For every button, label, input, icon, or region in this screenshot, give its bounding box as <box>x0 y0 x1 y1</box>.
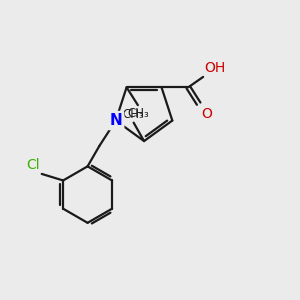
Text: CH₃: CH₃ <box>123 108 145 121</box>
Text: CH₃: CH₃ <box>127 106 149 120</box>
Text: O: O <box>201 107 212 121</box>
Text: N: N <box>110 113 122 128</box>
Text: OH: OH <box>205 61 226 74</box>
Text: Cl: Cl <box>27 158 40 172</box>
